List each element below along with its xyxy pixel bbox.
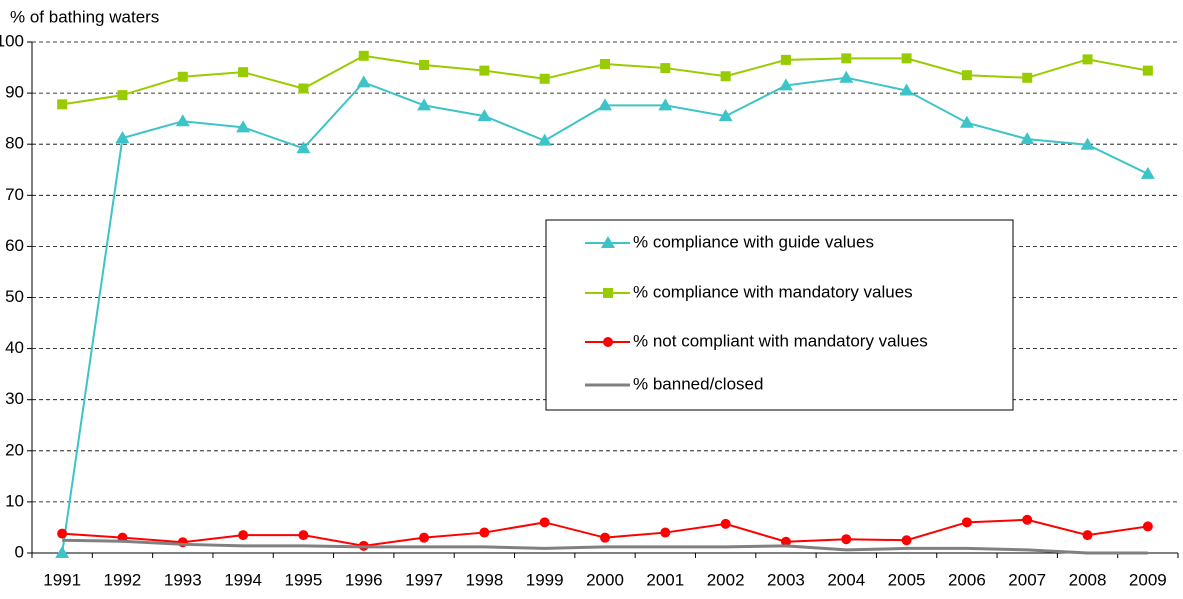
marker xyxy=(778,78,793,91)
y-tick-label: 50 xyxy=(5,287,24,306)
marker xyxy=(477,109,492,122)
marker xyxy=(236,120,251,133)
marker xyxy=(841,53,852,64)
marker xyxy=(539,517,550,528)
marker xyxy=(901,535,912,546)
marker xyxy=(839,70,854,83)
y-tick-label: 90 xyxy=(5,83,24,102)
marker xyxy=(598,98,612,111)
marker xyxy=(1082,530,1093,541)
x-tick-label: 1995 xyxy=(285,570,323,589)
marker xyxy=(780,54,791,65)
y-axis-label: % of bathing waters xyxy=(10,7,159,26)
marker xyxy=(841,534,852,545)
marker xyxy=(298,530,309,541)
marker xyxy=(417,98,432,111)
marker xyxy=(961,517,972,528)
series-line xyxy=(62,538,1148,555)
marker xyxy=(601,236,615,248)
marker xyxy=(718,109,733,122)
marker xyxy=(961,70,972,81)
marker xyxy=(356,75,371,88)
legend-label: % not compliant with mandatory values xyxy=(633,331,928,350)
y-tick-label: 60 xyxy=(5,236,24,255)
y-tick-label: 20 xyxy=(5,440,24,459)
marker xyxy=(1020,132,1035,145)
marker xyxy=(539,73,550,84)
legend-box xyxy=(545,219,1014,411)
marker xyxy=(720,71,731,82)
marker xyxy=(959,115,974,128)
marker xyxy=(1022,72,1033,83)
marker xyxy=(658,98,673,111)
legend-label: % banned/closed xyxy=(633,374,763,393)
x-tick-label: 1999 xyxy=(526,570,564,589)
x-tick-label: 2007 xyxy=(1008,570,1046,589)
marker xyxy=(1082,54,1093,65)
x-tick-label: 2000 xyxy=(586,570,624,589)
marker xyxy=(1142,521,1153,532)
marker xyxy=(419,532,430,543)
marker xyxy=(419,59,430,70)
x-tick-label: 2003 xyxy=(767,570,805,589)
x-tick-label: 2004 xyxy=(827,570,865,589)
marker xyxy=(238,67,249,78)
x-tick-label: 2008 xyxy=(1069,570,1107,589)
marker xyxy=(537,133,552,146)
marker xyxy=(238,530,249,541)
marker xyxy=(117,90,128,101)
x-tick-label: 1997 xyxy=(405,570,443,589)
marker xyxy=(55,546,70,558)
legend-label: % compliance with guide values xyxy=(633,232,874,251)
marker xyxy=(1140,166,1155,179)
x-tick-label: 2002 xyxy=(707,570,745,589)
marker xyxy=(600,532,610,543)
x-tick-label: 1991 xyxy=(43,570,81,589)
marker xyxy=(177,71,188,82)
marker xyxy=(1022,514,1033,525)
x-tick-label: 1992 xyxy=(104,570,142,589)
marker xyxy=(720,518,731,529)
marker xyxy=(479,65,490,76)
x-tick-label: 2005 xyxy=(888,570,926,589)
marker xyxy=(57,99,68,110)
y-tick-label: 30 xyxy=(5,389,24,408)
y-tick-label: 0 xyxy=(15,542,24,561)
y-tick-label: 10 xyxy=(5,491,24,510)
y-tick-label: 70 xyxy=(5,185,24,204)
marker xyxy=(479,527,490,538)
y-tick-label: 80 xyxy=(5,134,24,153)
marker xyxy=(1142,65,1153,76)
marker xyxy=(899,83,914,96)
x-tick-label: 1994 xyxy=(224,570,262,589)
marker xyxy=(296,141,311,154)
x-tick-label: 2009 xyxy=(1129,570,1167,589)
x-tick-label: 1998 xyxy=(465,570,503,589)
marker xyxy=(660,527,671,538)
marker xyxy=(600,58,610,69)
y-tick-label: 40 xyxy=(5,338,24,357)
marker xyxy=(603,337,613,347)
y-tick-label: 100 xyxy=(0,31,24,50)
marker xyxy=(1080,137,1095,150)
marker xyxy=(175,114,190,127)
marker xyxy=(901,53,912,64)
marker xyxy=(298,83,309,94)
marker xyxy=(780,536,791,547)
x-tick-label: 1993 xyxy=(164,570,202,589)
x-tick-label: 1996 xyxy=(345,570,383,589)
x-tick-label: 2006 xyxy=(948,570,986,589)
marker xyxy=(57,528,68,539)
legend-label: % compliance with mandatory values xyxy=(633,282,913,301)
marker xyxy=(358,50,369,61)
x-tick-label: 2001 xyxy=(646,570,684,589)
marker xyxy=(603,288,613,298)
marker xyxy=(115,131,130,144)
marker xyxy=(660,63,671,74)
